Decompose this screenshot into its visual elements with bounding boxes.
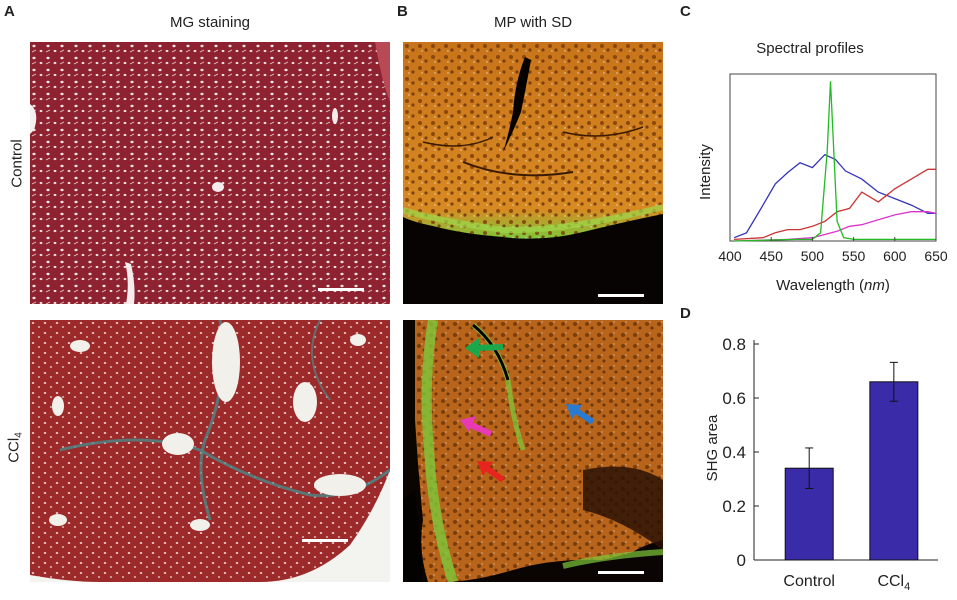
spectral-title: Spectral profiles — [756, 40, 864, 57]
shg-ylabel: SHG area — [704, 414, 721, 481]
scale-bar-b-bottom — [598, 571, 644, 574]
row-label-control: Control — [8, 139, 26, 188]
panel-b-title: MP with SD — [493, 14, 573, 31]
mg-ccl4-texture — [30, 320, 390, 582]
panel-letter-b: B — [397, 3, 408, 20]
panel-letter-a: A — [4, 3, 15, 20]
spectral-xtick-label-0: 400 — [718, 248, 742, 264]
spectral-xtick-label-1: 450 — [760, 248, 784, 264]
shg-ytick-label-4: 0.8 — [722, 335, 746, 354]
spectral-profiles-chart: Spectral profiles Intensity 400 450 500 550… — [697, 40, 948, 294]
spectral-xlabel: Wavelength (nm) — [776, 277, 890, 294]
shg-xlabel-1: CCl4 — [877, 573, 910, 593]
red-arrow — [477, 461, 505, 483]
spectral-xtick-label-2: 500 — [801, 248, 825, 264]
mg-ccl4-micrograph — [30, 320, 390, 582]
panel-letter-c: C — [680, 3, 691, 20]
spectral-series-3 — [734, 81, 936, 242]
mp-control-texture — [403, 42, 663, 239]
blue-arrow — [566, 404, 595, 425]
scale-bar-b-top — [598, 294, 644, 297]
shg-bars — [784, 361, 919, 561]
mp-control-micrograph — [403, 42, 663, 304]
shg-ytick-label-3: 0.6 — [722, 389, 746, 408]
shg-xlabels: Control CCl4 — [783, 573, 910, 593]
spectral-plot-frame — [729, 73, 937, 242]
shg-ytick-label-2: 0.4 — [722, 443, 746, 462]
spectral-series-group — [733, 81, 937, 242]
spectral-xtick-label-5: 650 — [924, 248, 948, 264]
shg-ytick-label-1: 0.2 — [722, 497, 746, 516]
shg-bar-1 — [869, 381, 919, 561]
mp-ccl4-micrograph — [403, 320, 663, 582]
green-arrow — [465, 338, 504, 358]
scale-bar-a-top — [318, 288, 364, 291]
row-label-ccl4: CCl4 — [5, 432, 25, 463]
shg-ytick-label-0: 0 — [737, 551, 746, 570]
mp-ccl4-texture — [403, 320, 663, 582]
spectral-xtick-label-3: 550 — [842, 248, 866, 264]
mg-control-micrograph — [30, 42, 390, 304]
scale-bar-a-bottom — [302, 539, 348, 542]
magenta-arrow — [460, 416, 493, 437]
shg-area-chart: SHG area 0 0.2 0.4 0.6 0.8 Control CCl4 — [704, 335, 938, 593]
mg-control-texture — [30, 42, 390, 304]
panel-a-title: MG staining — [169, 14, 251, 31]
spectral-xtick-label-4: 600 — [883, 248, 907, 264]
spectral-series-0 — [733, 153, 936, 239]
spectral-series-2 — [734, 211, 937, 242]
spectral-ylabel: Intensity — [697, 144, 714, 200]
shg-xlabel-0: Control — [783, 573, 835, 590]
spectral-xticks: 400 450 500 550 600 650 — [718, 237, 948, 264]
panel-letter-d: D — [680, 305, 691, 322]
